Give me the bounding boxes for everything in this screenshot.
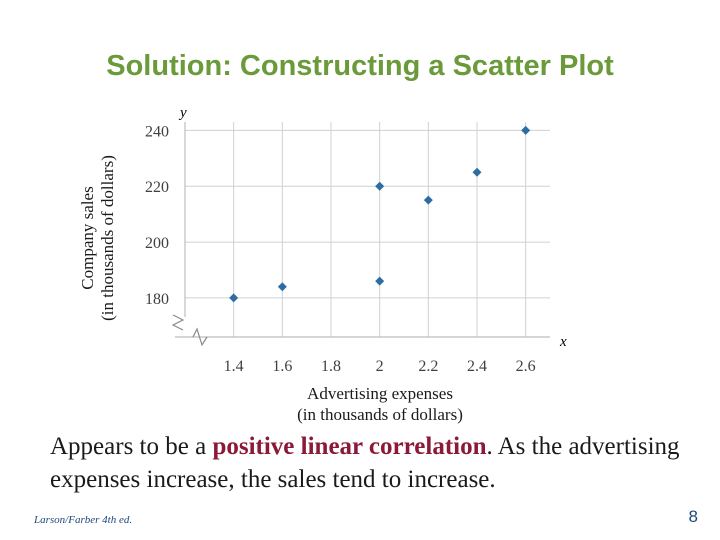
x-tick-label: 1.4 bbox=[224, 358, 244, 375]
data-point-diamond bbox=[375, 181, 385, 191]
x-tick-label: 2.4 bbox=[467, 358, 487, 375]
x-tick-label: 1.8 bbox=[321, 358, 341, 375]
x-axis-break-icon bbox=[192, 327, 208, 347]
y-tick-label: 200 bbox=[145, 235, 169, 252]
y-tick-label: 180 bbox=[145, 291, 169, 308]
grid-lines bbox=[185, 122, 550, 337]
data-points bbox=[229, 125, 531, 303]
footer-citation: Larson/Farber 4th ed. bbox=[34, 514, 133, 526]
page-number: 8 bbox=[688, 507, 698, 526]
slide-title: Solution: Constructing a Scatter Plot bbox=[106, 50, 614, 82]
caption-highlight: positive linear correlation bbox=[212, 433, 487, 460]
y-tick-label: 220 bbox=[145, 179, 169, 196]
x-axis-letter: x bbox=[559, 334, 567, 350]
y-axis-label-line1: Company sales bbox=[78, 186, 97, 290]
y-axis-letter: y bbox=[178, 105, 187, 121]
data-point-diamond bbox=[423, 195, 433, 205]
y-axis-break-icon bbox=[171, 314, 185, 331]
x-axis-label: Advertising expenses (in thousands of do… bbox=[230, 383, 530, 425]
data-point-diamond bbox=[472, 167, 482, 177]
x-tick-label: 2 bbox=[376, 358, 384, 375]
data-point-diamond bbox=[277, 282, 287, 292]
data-point-diamond bbox=[229, 293, 239, 303]
axes bbox=[171, 122, 550, 347]
y-tick-label: 240 bbox=[145, 123, 169, 140]
data-point-diamond bbox=[521, 125, 531, 135]
tick-labels: 1.4 1.6 1.8 2 2.2 2.4 2.6 180 200 220 240 bbox=[145, 123, 536, 375]
x-tick-label: 1.6 bbox=[272, 358, 292, 375]
x-axis-label-line1: Advertising expenses bbox=[307, 384, 453, 403]
caption: Appears to be a positive linear correlat… bbox=[50, 430, 690, 496]
x-tick-label: 2.2 bbox=[418, 358, 438, 375]
caption-part1: Appears to be a bbox=[50, 433, 213, 460]
x-tick-label: 2.6 bbox=[516, 358, 536, 375]
y-axis-label-line2: (in thousands of dollars) bbox=[98, 155, 117, 321]
data-point-diamond bbox=[375, 276, 385, 286]
caption-part2: . As the advertising expenses increase, … bbox=[50, 433, 680, 493]
x-axis-label-line2: (in thousands of dollars) bbox=[297, 405, 463, 424]
y-axis-label: Company sales (in thousands of dollars) bbox=[78, 128, 118, 348]
